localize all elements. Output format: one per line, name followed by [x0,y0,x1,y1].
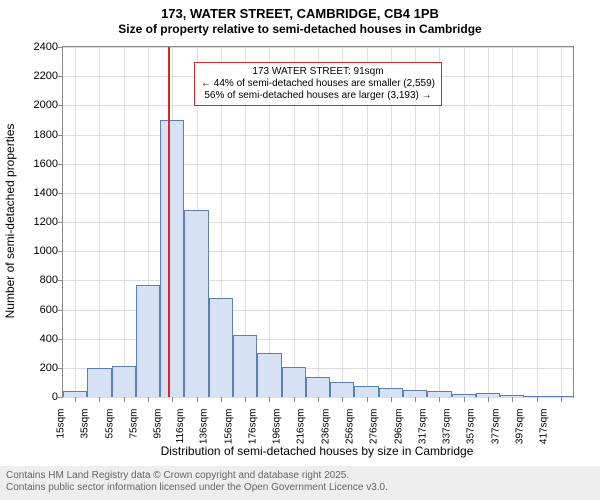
x-tick-label-wrap: 377sqm [512,397,513,398]
x-tick-label-wrap: 417sqm [561,397,562,398]
plot-area: 0200400600800100012001400160018002000220… [62,46,574,398]
gridline-v [561,47,562,397]
chart-title: 173, WATER STREET, CAMBRIDGE, CB4 1PB [0,0,600,22]
x-tick-label-wrap: 55sqm [124,397,125,398]
bar [233,335,257,397]
gridline-v [512,47,513,397]
x-tick-label-wrap: 397sqm [537,397,538,398]
x-tick-label: 397sqm [514,409,525,445]
y-tick-mark [58,280,63,281]
x-tick-label: 296sqm [393,409,404,445]
bar [403,390,427,397]
x-tick-label-wrap: 116sqm [197,397,198,398]
x-tick-label-wrap: 296sqm [415,397,416,398]
bar [160,120,184,397]
gridline-v [464,47,465,397]
bar [354,386,378,397]
y-tick-mark [58,222,63,223]
bar [330,382,354,397]
reference-line [168,47,170,397]
x-tick-label: 256sqm [344,409,355,445]
x-tick-label-wrap: 317sqm [439,397,440,398]
annotation-property-label: 173 WATER STREET: 91sqm [201,66,435,78]
bar [306,377,330,397]
x-tick-label-wrap: 75sqm [148,397,149,398]
x-tick-label-wrap: 15sqm [75,397,76,398]
x-tick-label-wrap: 276sqm [391,397,392,398]
x-tick-label-wrap: 256sqm [367,397,368,398]
gridline-v [488,47,489,397]
gridline-v [75,47,76,397]
annotation-box: 173 WATER STREET: 91sqm ← 44% of semi-de… [194,62,442,106]
bar [379,388,403,397]
x-tick-label: 417sqm [539,409,550,445]
chart-container: 173, WATER STREET, CAMBRIDGE, CB4 1PB Si… [0,0,600,500]
footer-line-1: Contains HM Land Registry data © Crown c… [6,470,594,482]
x-tick-label: 337sqm [441,409,452,445]
y-tick-mark [58,76,63,77]
x-tick-label: 317sqm [417,409,428,445]
x-tick-label: 55sqm [104,409,115,439]
x-tick-label: 15sqm [56,409,67,439]
x-tick-label: 35sqm [80,409,91,439]
annotation-smaller-label: ← 44% of semi-detached houses are smalle… [201,78,435,90]
x-axis-label: Distribution of semi-detached houses by … [161,444,474,458]
x-tick-label: 357sqm [466,409,477,445]
x-tick-label: 216sqm [296,409,307,445]
x-tick-label-wrap: 176sqm [269,397,270,398]
y-tick-mark [58,339,63,340]
bar [209,298,233,397]
bar [184,210,208,397]
x-tick-label: 116sqm [175,409,186,444]
y-tick-mark [58,47,63,48]
bar [136,285,160,397]
footer: Contains HM Land Registry data © Crown c… [0,466,600,500]
x-tick-label: 276sqm [369,409,380,445]
gridline-v [99,47,100,397]
y-tick-mark [58,310,63,311]
x-tick-label: 156sqm [223,409,234,445]
y-axis-label: Number of semi-detached properties [3,124,17,319]
x-tick-label-wrap: 156sqm [245,397,246,398]
x-tick-label: 95sqm [153,409,164,439]
x-tick-label-wrap: 357sqm [488,397,489,398]
bar [112,366,136,397]
x-tick-label: 196sqm [271,409,282,445]
y-tick-mark [58,397,63,398]
y-tick-mark [58,164,63,165]
x-tick-label-wrap: 136sqm [221,397,222,398]
y-tick-mark [58,251,63,252]
y-tick-mark [58,135,63,136]
x-tick-label-wrap: 196sqm [294,397,295,398]
x-tick-label-wrap: 95sqm [172,397,173,398]
chart-subtitle: Size of property relative to semi-detach… [0,22,600,36]
y-tick-mark [58,368,63,369]
bar [282,367,306,397]
gridline-v [537,47,538,397]
x-tick-label: 377sqm [490,409,501,445]
bar [87,368,111,397]
x-tick-label-wrap: 35sqm [99,397,100,398]
gridline-v [124,47,125,397]
x-tick-label: 136sqm [199,409,210,445]
x-tick-label: 176sqm [247,409,258,445]
annotation-larger-label: 56% of semi-detached houses are larger (… [201,90,435,102]
y-tick-mark [58,193,63,194]
bar [257,353,281,397]
x-tick-label-wrap: 236sqm [342,397,343,398]
x-tick-label-wrap: 337sqm [464,397,465,398]
x-tick-label: 75sqm [128,409,139,439]
footer-line-2: Contains public sector information licen… [6,482,594,494]
x-tick-label: 236sqm [320,409,331,445]
y-tick-mark [58,105,63,106]
x-tick-label-wrap: 216sqm [318,397,319,398]
